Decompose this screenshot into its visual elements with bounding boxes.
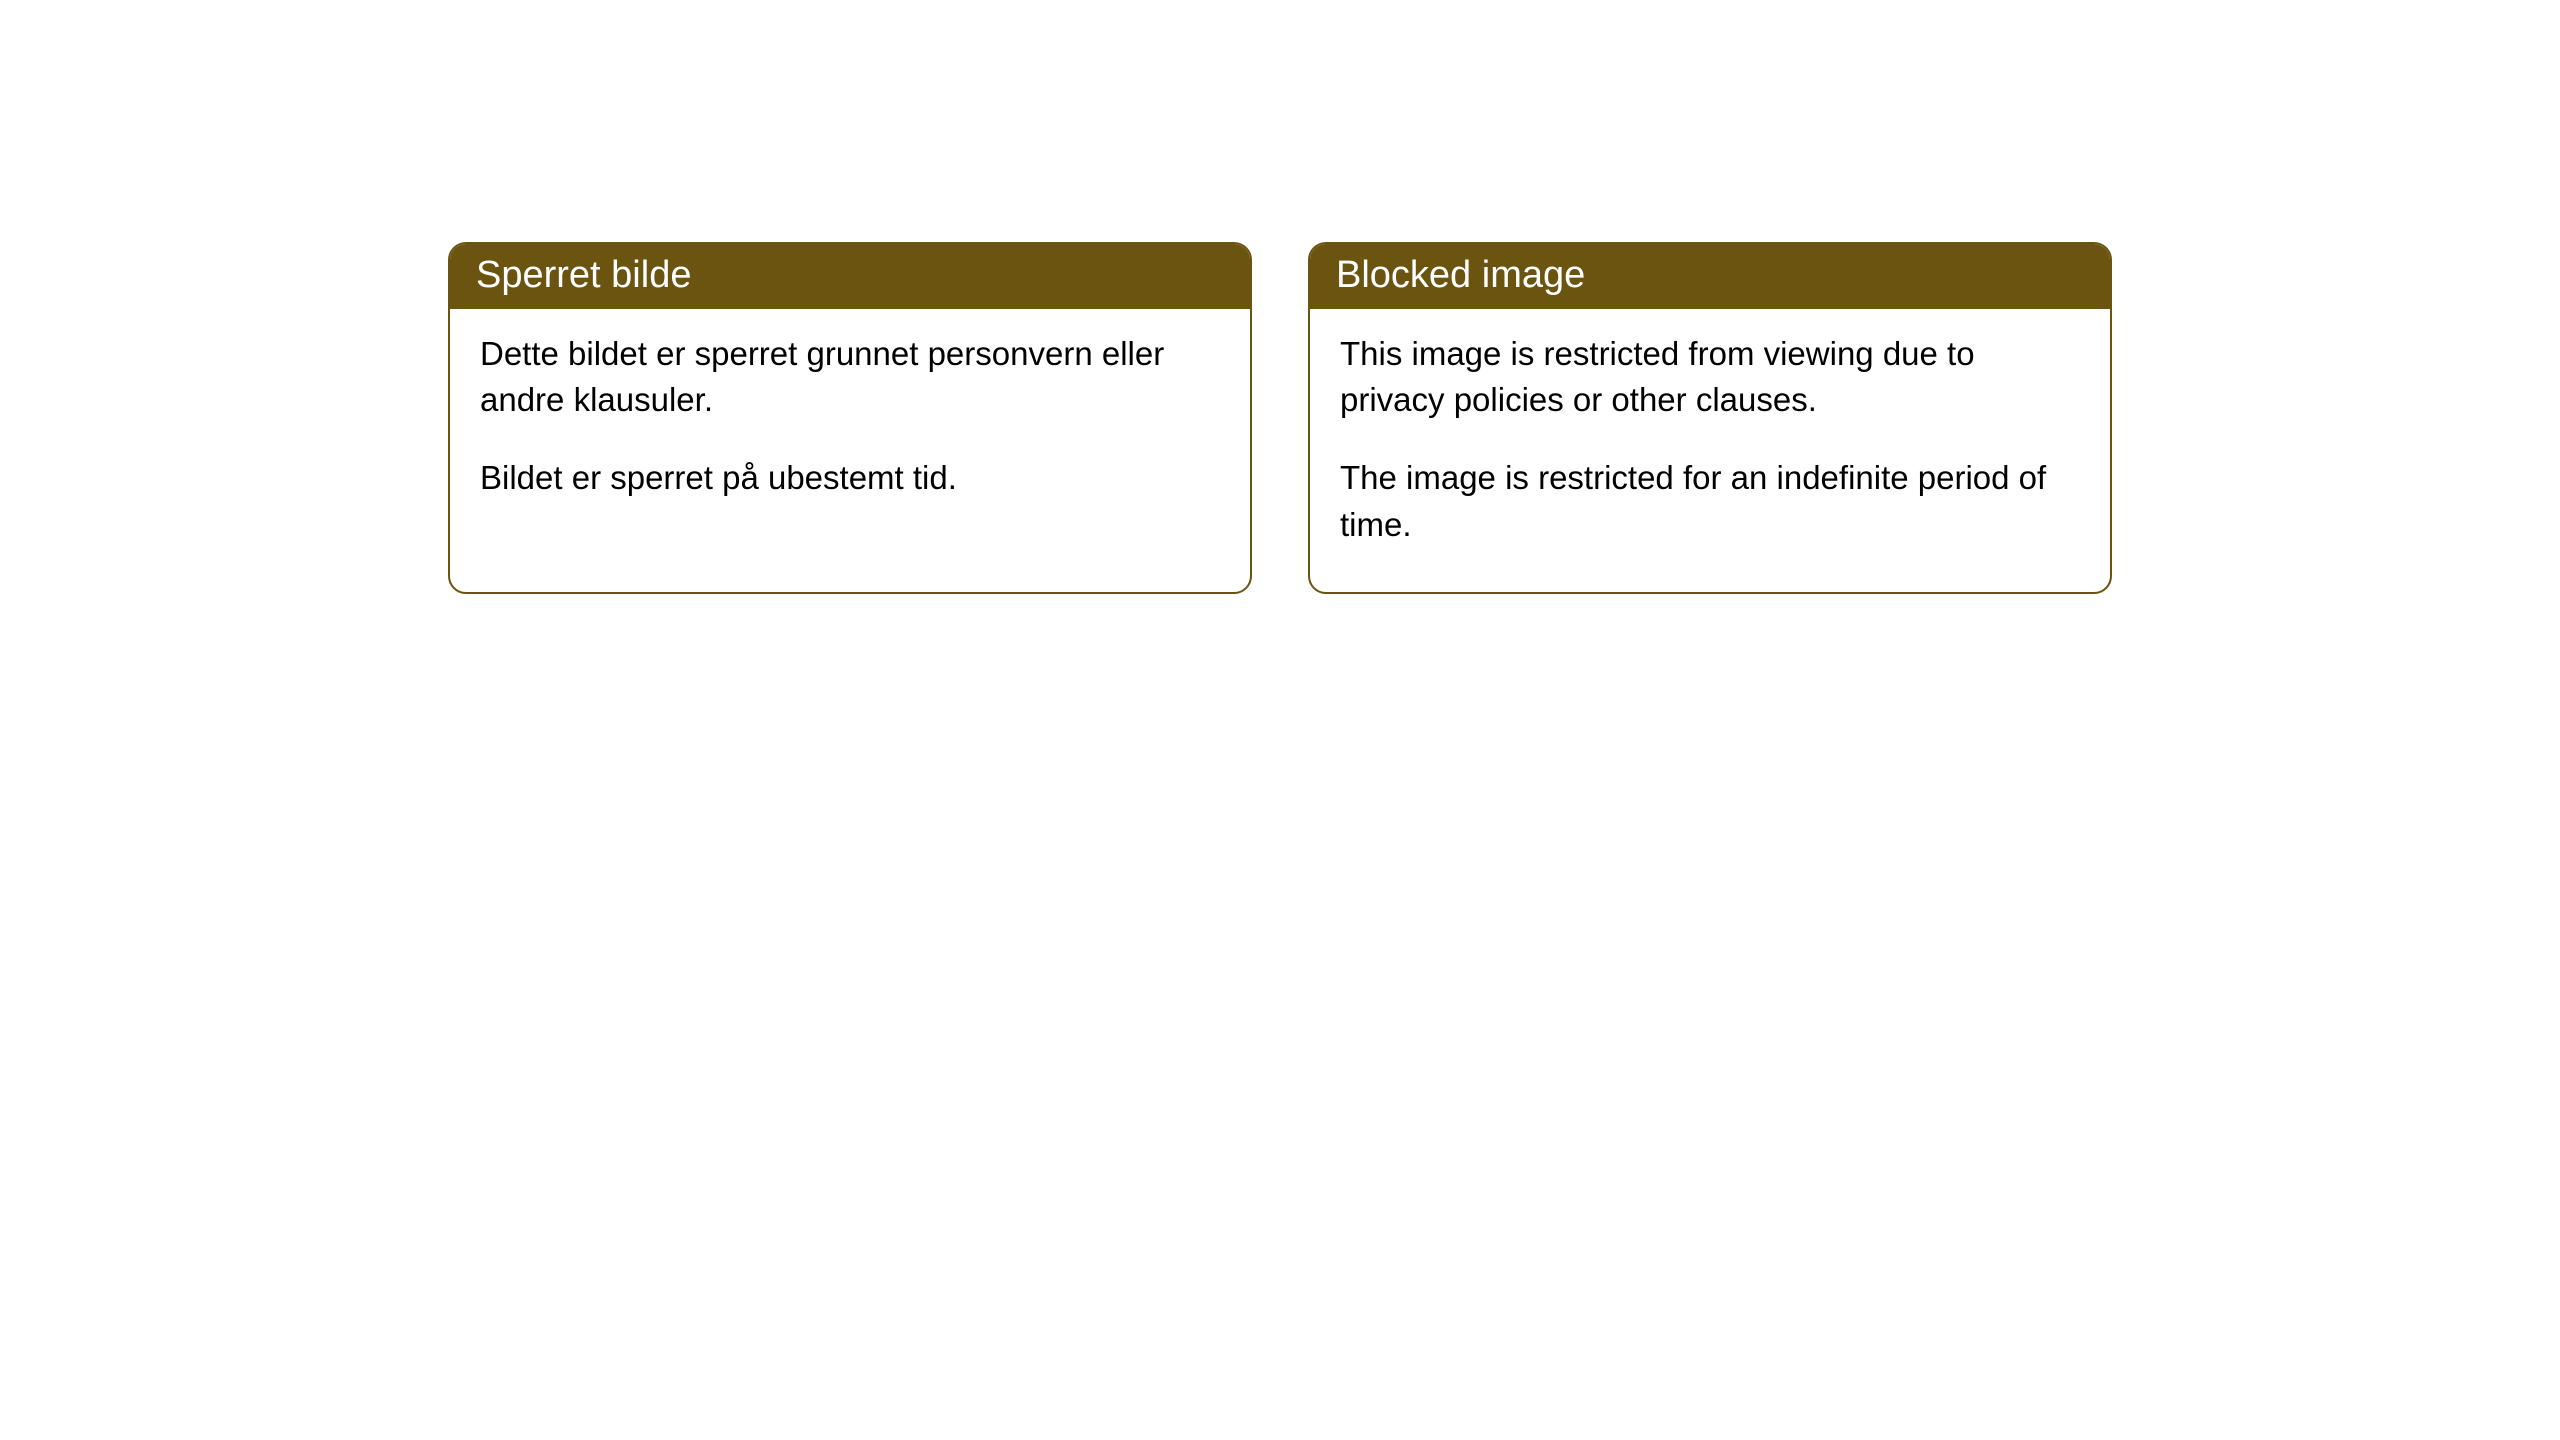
notice-card-norwegian: Sperret bilde Dette bildet er sperret gr… (448, 242, 1252, 594)
card-body: Dette bildet er sperret grunnet personve… (450, 309, 1250, 546)
card-header: Blocked image (1310, 244, 2110, 309)
notice-card-english: Blocked image This image is restricted f… (1308, 242, 2112, 594)
cards-container: Sperret bilde Dette bildet er sperret gr… (448, 242, 2112, 594)
card-paragraph-2: The image is restricted for an indefinit… (1340, 455, 2080, 547)
card-body: This image is restricted from viewing du… (1310, 309, 2110, 592)
card-title: Blocked image (1336, 254, 1585, 296)
card-paragraph-1: This image is restricted from viewing du… (1340, 331, 2080, 423)
card-paragraph-1: Dette bildet er sperret grunnet personve… (480, 331, 1220, 423)
card-paragraph-2: Bildet er sperret på ubestemt tid. (480, 455, 1220, 501)
card-title: Sperret bilde (476, 254, 691, 296)
card-header: Sperret bilde (450, 244, 1250, 309)
